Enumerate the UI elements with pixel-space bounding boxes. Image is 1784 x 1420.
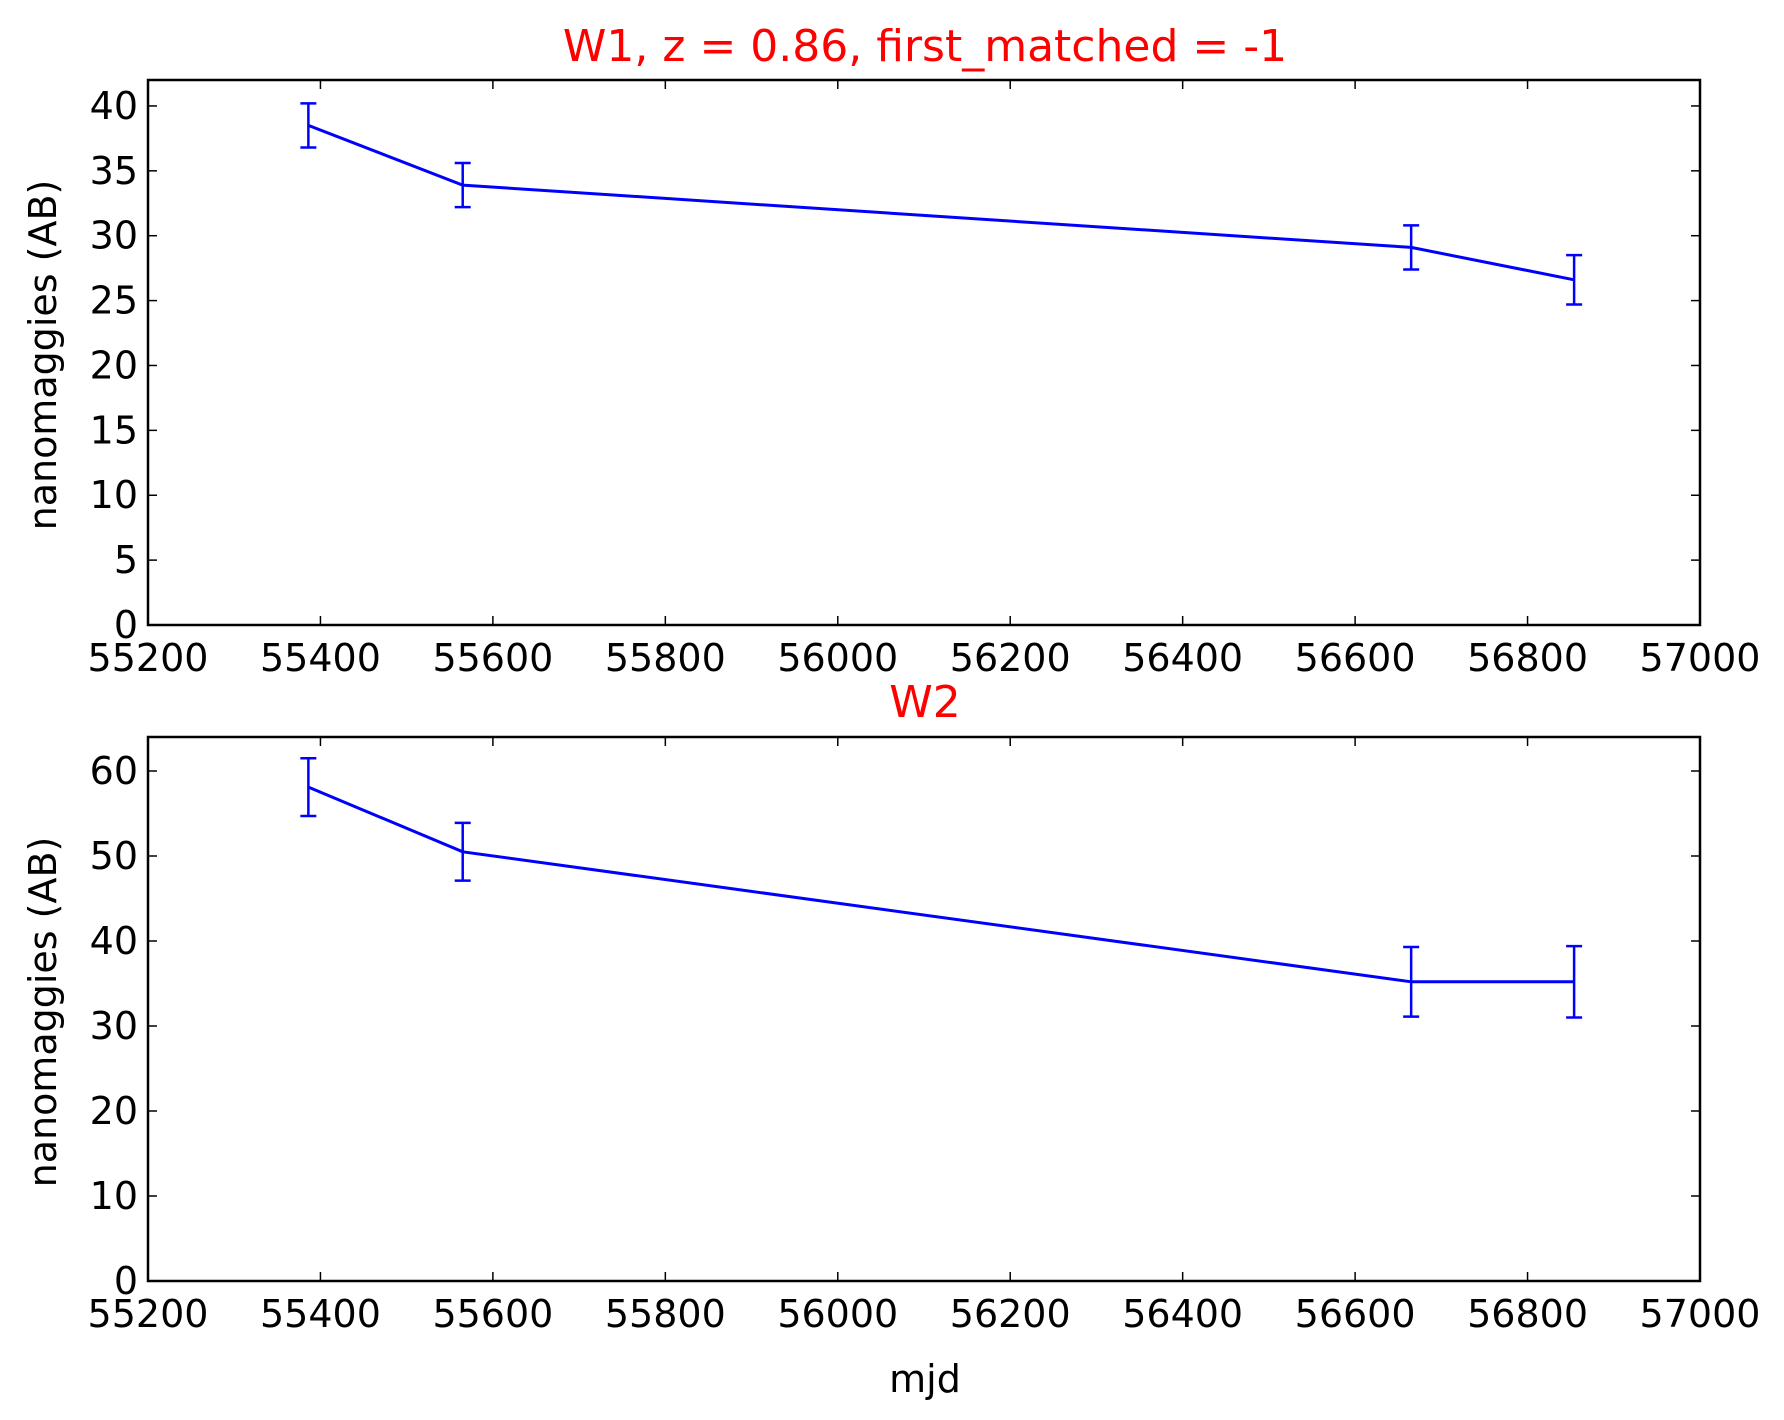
w1-x-tick-label: 56400 (1122, 636, 1243, 680)
w2-x-tick-label: 55800 (605, 1292, 726, 1336)
w2-x-tick-label: 56800 (1467, 1292, 1588, 1336)
w1-x-tick-label: 55200 (88, 636, 209, 680)
w1-x-tick-label: 56800 (1467, 636, 1588, 680)
w2-chart-title: W2 (889, 677, 961, 728)
w1-x-tick-label: 56000 (777, 636, 898, 680)
w2-x-tick-label: 56600 (1295, 1292, 1416, 1336)
w1-x-tick-label: 56200 (950, 636, 1071, 680)
w1-x-tick-label: 55800 (605, 636, 726, 680)
w2-y-axis-label: nanomaggies (AB) (21, 837, 65, 1188)
w1-y-tick-label: 35 (90, 149, 138, 193)
w2-panel: W2 nanomaggies (AB) mjd 55200 55400 55600 5… (21, 677, 1760, 1401)
w1-y-tick-label: 0 (114, 603, 138, 647)
w1-y-tick-label: 40 (90, 84, 138, 128)
w2-y-tick-label: 60 (90, 749, 138, 793)
w2-x-tick-label: 56200 (950, 1292, 1071, 1336)
w1-y-tick-label: 15 (90, 408, 138, 452)
w2-axes-frame (146, 735, 1702, 1283)
w2-x-tick-label: 56400 (1122, 1292, 1243, 1336)
w2-y-tick-label: 30 (90, 1004, 138, 1048)
w2-x-axis-label: mjd (889, 1357, 961, 1401)
w2-y-tick-label: 20 (90, 1089, 138, 1133)
w1-x-tick-label: 57000 (1640, 636, 1761, 680)
w1-y-tick-label: 5 (114, 538, 138, 582)
w1-y-tick-label: 25 (90, 279, 138, 323)
w1-y-axis-label: nanomaggies (AB) (21, 180, 65, 531)
w1-panel: W1, z = 0.86, first_matched = -1 nanomag… (21, 21, 1760, 680)
w1-axes-frame (146, 78, 1702, 627)
w1-x-tick-label: 55600 (432, 636, 553, 680)
w1-chart-title: W1, z = 0.86, first_matched = -1 (563, 21, 1287, 72)
w1-y-tick-label: 20 (90, 343, 138, 387)
w2-x-tick-label: 57000 (1640, 1292, 1761, 1336)
w1-y-tick-label: 30 (90, 214, 138, 258)
w2-x-tick-label: 56000 (777, 1292, 898, 1336)
w2-y-tick-label: 50 (90, 834, 138, 878)
w1-y-tick-label: 10 (90, 473, 138, 517)
w2-y-tick-label: 40 (90, 919, 138, 963)
w1-series-line (307, 124, 1575, 282)
w2-x-tick-label: 55600 (432, 1292, 553, 1336)
w2-y-tick-label: 10 (90, 1174, 138, 1218)
w1-x-tick-label: 55400 (260, 636, 381, 680)
w2-series-line (307, 785, 1575, 984)
w1-x-tick-label: 56600 (1295, 636, 1416, 680)
w2-x-tick-label: 55200 (88, 1292, 209, 1336)
w2-x-tick-label: 55400 (260, 1292, 381, 1336)
w2-y-tick-label: 0 (114, 1259, 138, 1303)
